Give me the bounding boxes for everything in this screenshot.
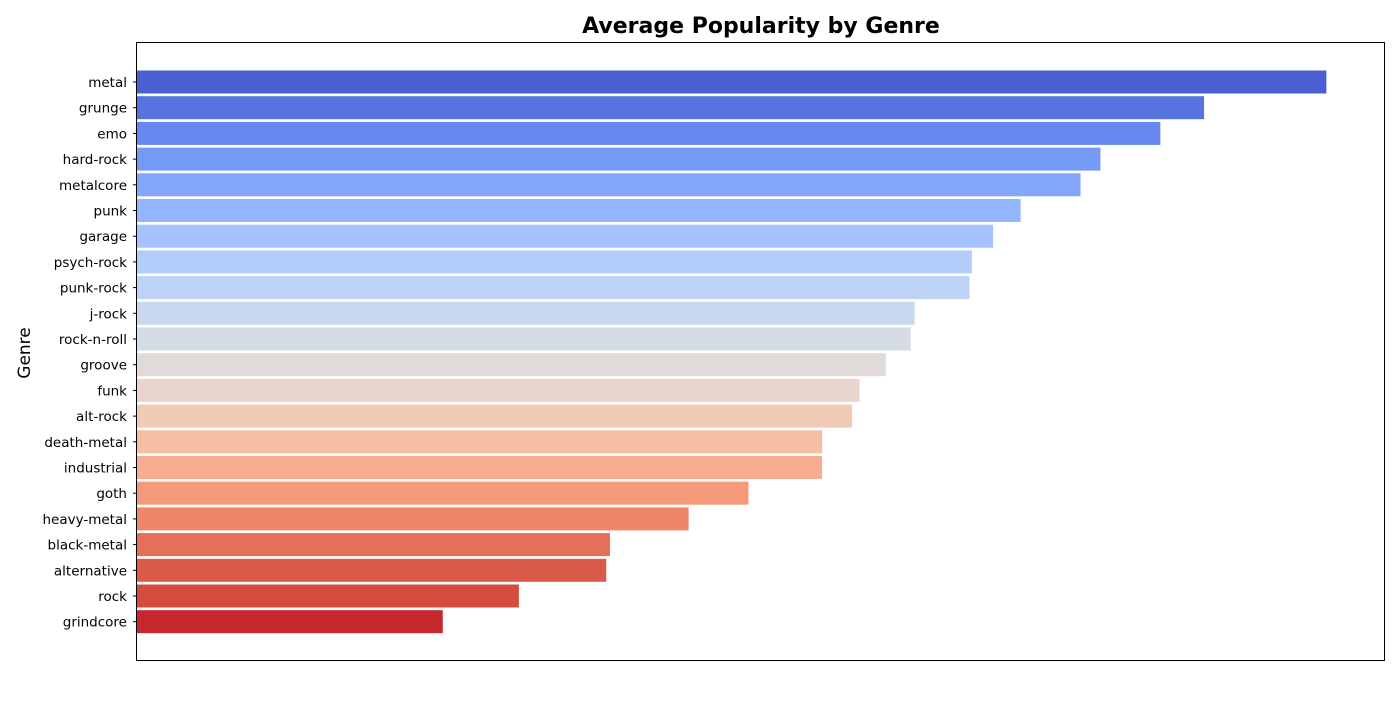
y-tick-label: grunge xyxy=(79,101,127,117)
y-tick-label: j-rock xyxy=(89,306,128,322)
bar-psych-rock xyxy=(137,250,972,274)
y-tick-label: funk xyxy=(97,383,127,399)
plot-frame xyxy=(136,42,1385,661)
bar-garage xyxy=(137,224,994,248)
bars-group xyxy=(137,70,1327,634)
bar-industrial xyxy=(137,456,823,479)
bar-grunge xyxy=(137,96,1205,120)
y-tick-label: industrial xyxy=(64,461,127,477)
y-tick-label: black-metal xyxy=(48,538,127,554)
bar-metal xyxy=(137,70,1327,94)
y-tick-label: garage xyxy=(79,229,127,245)
bar-rock xyxy=(137,584,519,608)
bar-heavy-metal xyxy=(137,507,689,531)
y-tick-label: alternative xyxy=(54,563,127,579)
bar-j-rock xyxy=(137,301,915,325)
bar-hard-rock xyxy=(137,147,1101,171)
y-axis-label: Genre xyxy=(15,327,35,378)
y-tick-label: rock xyxy=(98,589,127,605)
y-tick-label: metalcore xyxy=(59,178,127,194)
chart-title: Average Popularity by Genre xyxy=(582,14,940,39)
bar-metalcore xyxy=(137,173,1081,197)
bar-grindcore xyxy=(137,610,443,634)
bar-alt-rock xyxy=(137,404,853,428)
y-ticks-group: metal grunge emo hard-rock metalcore punk gara… xyxy=(42,75,137,631)
y-tick-label: punk xyxy=(94,204,128,220)
bar-groove xyxy=(137,353,886,377)
y-tick-label: goth xyxy=(96,486,127,502)
bar-alternative xyxy=(137,558,607,582)
y-tick-label: groove xyxy=(80,358,127,374)
bar-punk-rock xyxy=(137,276,970,300)
bar-rock-n-roll xyxy=(137,327,911,351)
y-tick-label: punk-rock xyxy=(60,281,127,297)
y-tick-label: emo xyxy=(97,126,127,142)
y-tick-label: hard-rock xyxy=(63,152,128,168)
y-tick-label: death-metal xyxy=(44,435,127,451)
y-tick-label: rock-n-roll xyxy=(59,332,127,348)
bar-death-metal xyxy=(137,430,823,454)
bar-funk xyxy=(137,378,860,402)
y-tick-label: heavy-metal xyxy=(42,512,127,528)
bar-punk xyxy=(137,199,1021,222)
y-tick-label: psych-rock xyxy=(54,255,127,271)
y-tick-label: alt-rock xyxy=(76,409,127,425)
bar-goth xyxy=(137,481,749,505)
bar-black-metal xyxy=(137,533,610,557)
y-tick-label: grindcore xyxy=(63,615,127,631)
y-tick-label: metal xyxy=(88,75,127,91)
bar-emo xyxy=(137,121,1161,145)
